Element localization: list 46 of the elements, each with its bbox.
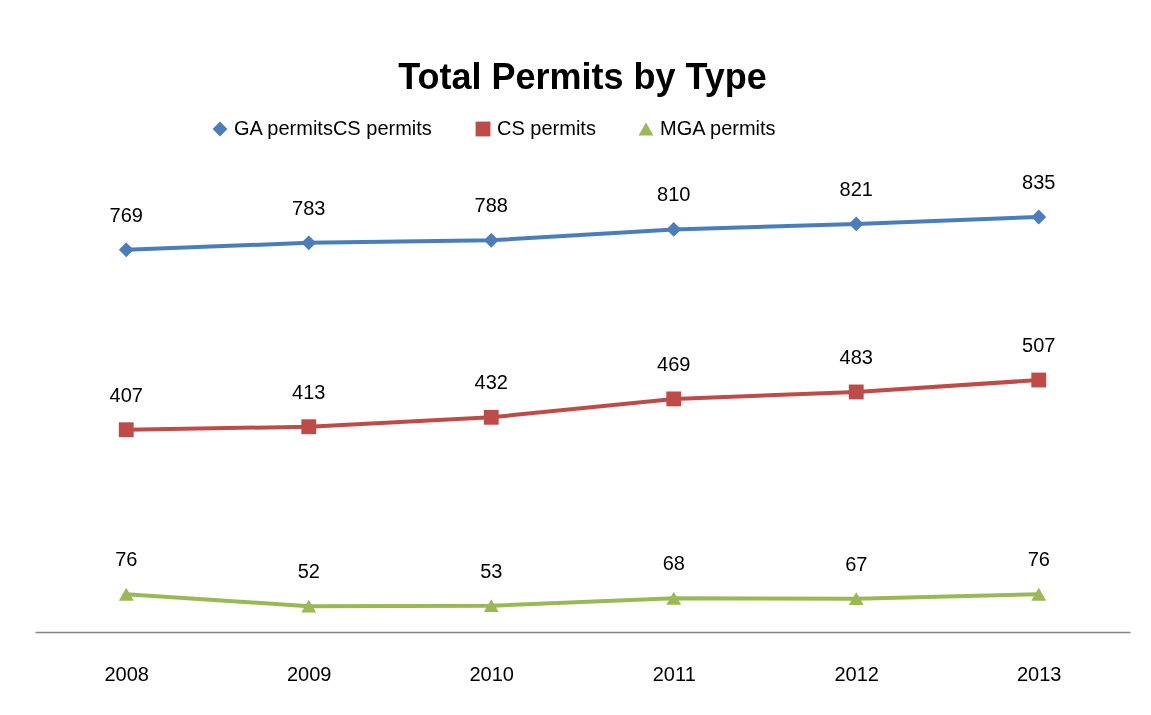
chart-title: Total Permits by Type — [398, 56, 767, 97]
point — [1031, 209, 1047, 225]
data-label: 769 — [109, 203, 143, 226]
x-tick-label: 2013 — [1017, 662, 1062, 685]
data-label: 413 — [292, 380, 326, 403]
x-tick-label: 2008 — [104, 662, 149, 685]
data-label: 76 — [115, 548, 138, 571]
x-tick-label: 2009 — [287, 662, 332, 685]
point — [118, 587, 134, 601]
point — [483, 232, 499, 248]
point — [666, 391, 682, 407]
data-label: 483 — [839, 345, 873, 368]
data-label: 821 — [839, 177, 873, 200]
point — [666, 222, 682, 237]
point — [483, 599, 499, 613]
x-tick-label: 2011 — [652, 662, 696, 685]
point — [118, 422, 134, 438]
x-tick-label: 2012 — [834, 662, 879, 685]
point — [848, 592, 864, 606]
point — [301, 599, 317, 613]
legend-label: MGA permits — [660, 117, 776, 139]
data-label: 507 — [1022, 334, 1056, 357]
data-label: 783 — [292, 196, 326, 219]
data-label: 53 — [480, 559, 503, 582]
point — [1031, 372, 1047, 388]
data-label: 67 — [845, 552, 868, 575]
data-label: 810 — [657, 183, 691, 206]
data-label: 68 — [662, 552, 685, 575]
data-label: 835 — [1022, 171, 1056, 193]
point — [848, 384, 864, 400]
point — [666, 591, 682, 605]
data-label: 432 — [474, 371, 508, 394]
x-tick-label: 2010 — [469, 662, 514, 685]
data-label: 52 — [297, 560, 320, 583]
data-label: 407 — [109, 383, 143, 406]
data-label: 469 — [657, 352, 691, 375]
point — [848, 216, 864, 232]
legend-label: GA permitsCS permits — [234, 117, 432, 139]
point — [301, 235, 317, 251]
legend-label: CS permits — [497, 117, 596, 139]
data-label: 788 — [474, 194, 508, 217]
point — [301, 419, 317, 435]
point — [483, 409, 499, 425]
data-label: 76 — [1027, 548, 1050, 571]
point — [1031, 587, 1047, 601]
point — [118, 242, 134, 258]
